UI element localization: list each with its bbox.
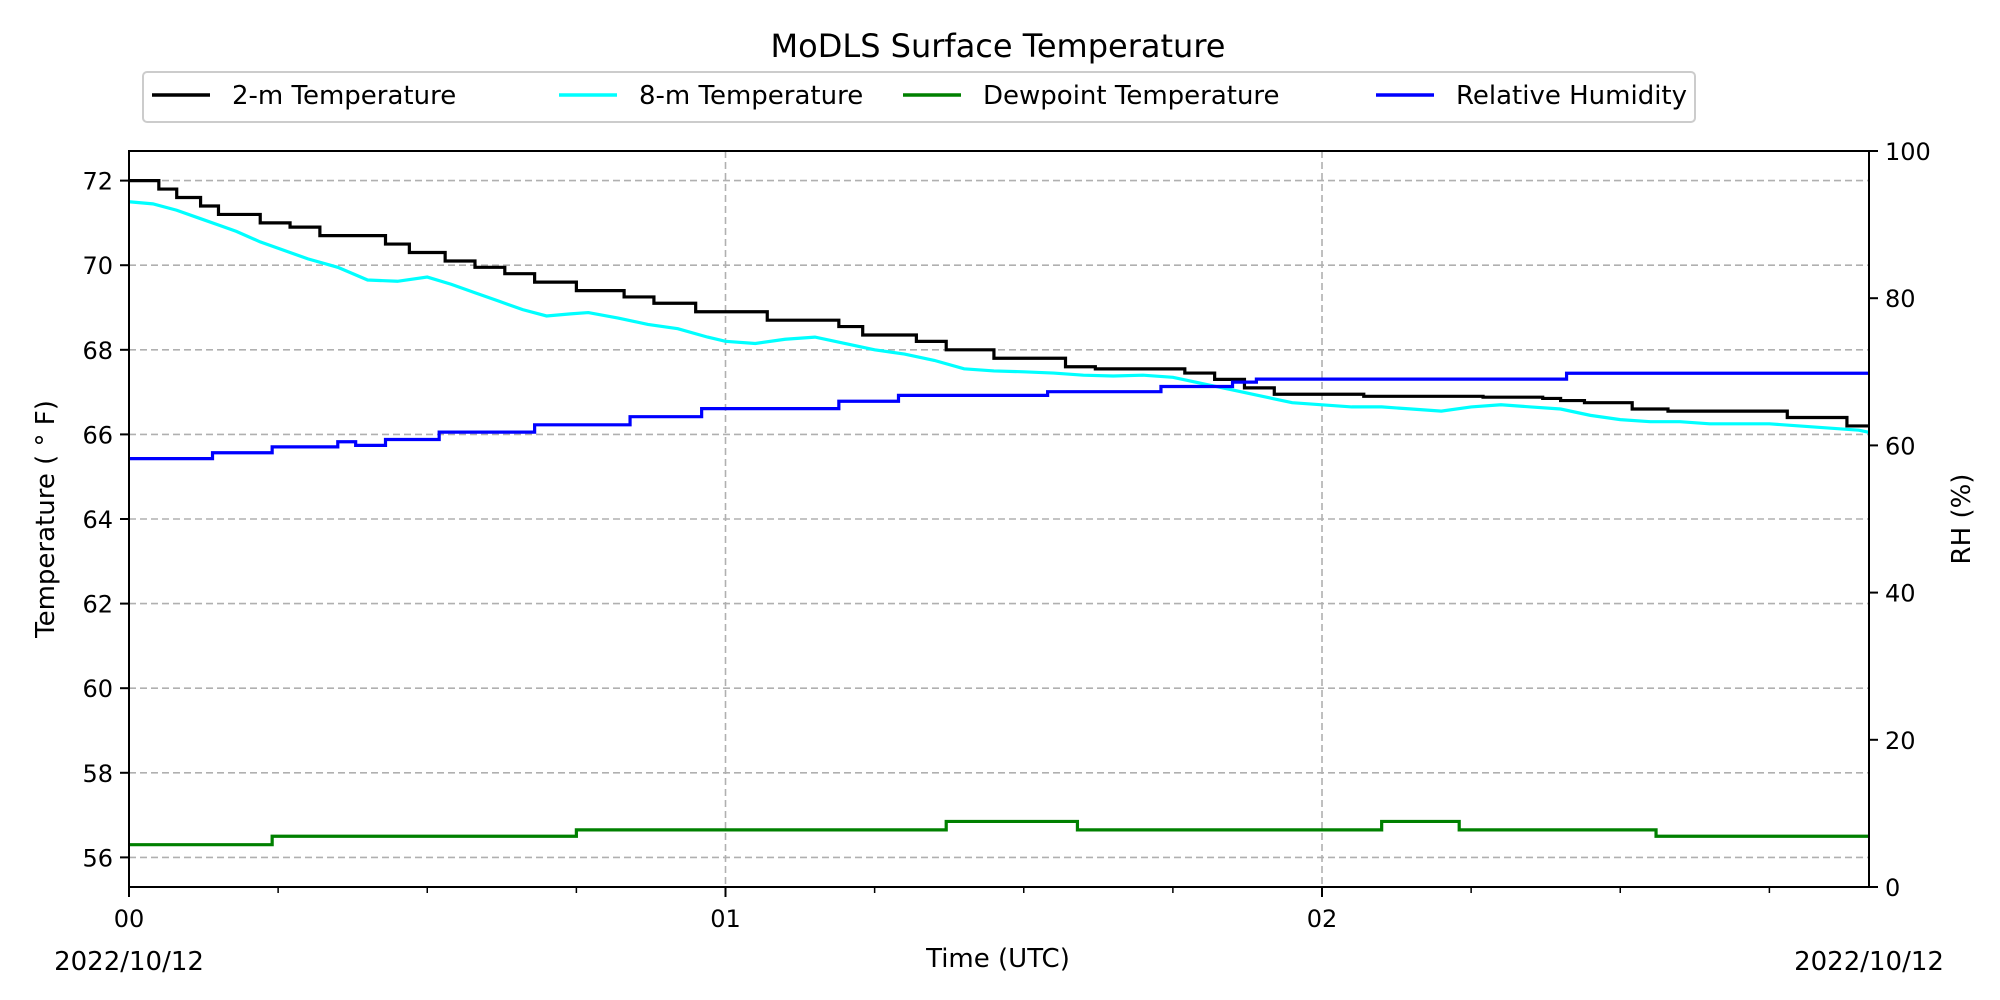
- legend-label-dewpoint-temperature: Dewpoint Temperature: [983, 81, 1280, 111]
- x-tick-label: 00: [114, 905, 145, 933]
- y-tick-label: 64: [82, 506, 113, 534]
- axes: 56 58 60 62 64 66 68 70 72 0 20 40 60 80 100 00 01 02: [82, 138, 1930, 933]
- series-line-relative-humidity: [129, 371, 1869, 461]
- x-tick-label: 01: [710, 905, 741, 933]
- y-tick-label: 58: [82, 760, 113, 788]
- x-tick-label: 02: [1307, 905, 1338, 933]
- y-tick-label: 72: [82, 168, 113, 196]
- series-layer: [128, 179, 1870, 847]
- y-tick-label: 62: [82, 591, 113, 619]
- y2-tick-label: 20: [1885, 727, 1916, 755]
- y-axis-label: Temperature ( ° F): [31, 400, 61, 639]
- series-line-dewpoint-temperature: [129, 819, 1869, 847]
- y-tick-label: 66: [82, 421, 113, 449]
- date-right-label: 2022/10/12: [1794, 947, 1944, 977]
- grid: [129, 151, 1869, 887]
- y2-tick-label: 100: [1885, 138, 1931, 166]
- y-tick-label: 60: [82, 675, 113, 703]
- y-tick-label: 70: [82, 252, 113, 280]
- y2-tick-label: 60: [1885, 432, 1916, 460]
- y2-axis-label: RH (%): [1947, 474, 1977, 565]
- legend-label-2-m-temperature: 2-m Temperature: [232, 81, 456, 111]
- date-left-label: 2022/10/12: [54, 947, 204, 977]
- y2-tick-label: 40: [1885, 580, 1916, 608]
- y2-tick-label: 0: [1885, 874, 1900, 902]
- legend-frame: [142, 71, 1696, 123]
- y2-tick-label: 80: [1885, 285, 1916, 313]
- legend-label-relative-humidity: Relative Humidity: [1456, 81, 1687, 111]
- legend-label-8-m-temperature: 8-m Temperature: [639, 81, 863, 111]
- y-tick-label: 68: [82, 337, 113, 365]
- series-line-8-m-temperature: [128, 200, 1870, 434]
- y-tick-label: 56: [82, 844, 113, 872]
- series-line-2-m-temperature: [129, 179, 1869, 428]
- chart-title: MoDLS Surface Temperature: [771, 27, 1226, 65]
- x-axis-label: Time (UTC): [925, 944, 1070, 974]
- legend: 2-m Temperature 8-m Temperature Dewpoint T…: [142, 71, 1696, 123]
